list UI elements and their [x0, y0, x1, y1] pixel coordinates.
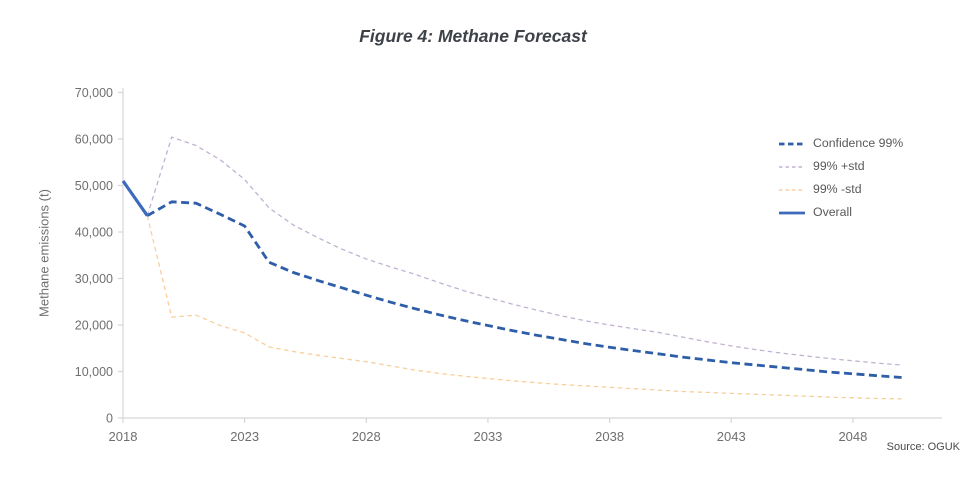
- y-tick-label: 20,000: [75, 318, 113, 332]
- legend-item-99-minus-std: 99% -std: [778, 183, 903, 196]
- y-tick-label: 0: [106, 411, 113, 425]
- legend: Confidence 99% 99% +std 99% -std Overall: [778, 137, 903, 219]
- legend-label-overall: Overall: [813, 205, 852, 219]
- y-tick-label: 10,000: [75, 365, 113, 379]
- x-tick-label: 2023: [230, 429, 259, 444]
- legend-swatch-confidence-99: [779, 142, 805, 145]
- legend-swatch-99-plus-std: [779, 165, 805, 168]
- legend-swatch-99-minus-std: [779, 188, 805, 191]
- series-line-99-std: [146, 215, 902, 400]
- y-tick-label: 50,000: [75, 179, 113, 193]
- legend-label-99-minus-std: 99% -std: [813, 182, 862, 196]
- legend-label-99-plus-std: 99% +std: [813, 159, 865, 173]
- x-tick-label: 2028: [352, 429, 381, 444]
- x-tick-label: 2018: [109, 429, 138, 444]
- legend-swatch-overall: [779, 211, 805, 214]
- series-line-confidence-99-: [146, 200, 902, 379]
- x-tick-label: 2038: [595, 429, 624, 444]
- legend-item-overall: Overall: [778, 206, 903, 219]
- series-line-99-std: [146, 136, 902, 366]
- legend-item-confidence-99: Confidence 99%: [778, 137, 903, 150]
- source-note: Source: OGUK: [886, 441, 960, 453]
- figure-title: Figure 4: Methane Forecast: [359, 26, 587, 46]
- x-tick-label: 2033: [473, 429, 502, 444]
- y-tick-label: 70,000: [75, 86, 113, 100]
- y-tick-label: 40,000: [75, 225, 113, 239]
- y-tick-label: 60,000: [75, 132, 113, 146]
- y-tick-label: 30,000: [75, 272, 113, 286]
- x-tick-label: 2043: [717, 429, 746, 444]
- legend-label-confidence-99: Confidence 99%: [813, 136, 904, 150]
- series-line-overall: [121, 179, 149, 217]
- x-tick-label: 2048: [838, 429, 867, 444]
- legend-item-99-plus-std: 99% +std: [778, 160, 903, 173]
